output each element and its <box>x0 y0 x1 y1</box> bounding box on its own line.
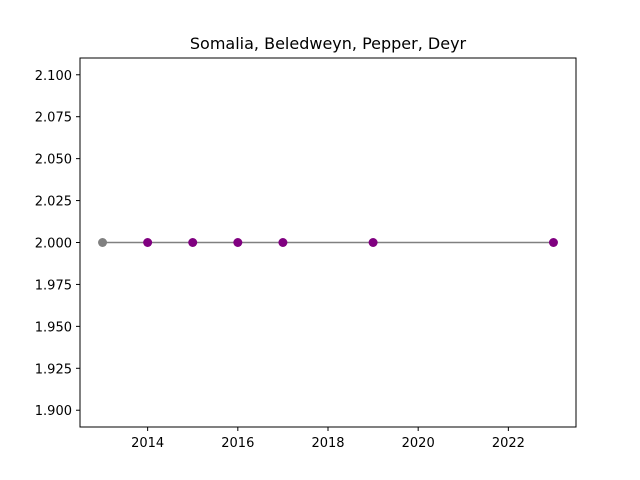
y-tick-label: 1.950 <box>35 320 72 335</box>
y-tick-label: 1.975 <box>35 278 72 293</box>
y-tick-label: 2.000 <box>35 237 72 252</box>
data-point <box>278 238 288 247</box>
y-tick-label: 2.050 <box>35 153 72 168</box>
data-point <box>233 238 243 247</box>
y-axis: 1.900 1.925 1.950 1.975 2.000 2.025 2.050 2.075… <box>35 69 80 419</box>
x-tick-label: 2022 <box>492 436 525 451</box>
x-tick-label: 2020 <box>402 436 435 451</box>
x-tick-label: 2014 <box>131 436 164 451</box>
y-tick-label: 2.025 <box>35 195 72 210</box>
data-point <box>143 238 153 247</box>
y-tick-label: 2.075 <box>35 111 72 126</box>
x-axis: 2014 2016 2018 2020 2022 <box>131 427 525 451</box>
data-point <box>98 238 108 247</box>
y-tick-label: 1.900 <box>35 404 72 419</box>
plot-area <box>98 238 558 247</box>
x-tick-label: 2018 <box>311 436 344 451</box>
data-point <box>188 238 198 247</box>
chart-title: Somalia, Beledweyn, Pepper, Deyr <box>190 34 467 53</box>
y-tick-label: 1.925 <box>35 362 72 377</box>
x-tick-label: 2016 <box>221 436 254 451</box>
data-point <box>548 238 558 247</box>
data-point <box>368 238 378 247</box>
y-tick-label: 2.100 <box>35 69 72 84</box>
